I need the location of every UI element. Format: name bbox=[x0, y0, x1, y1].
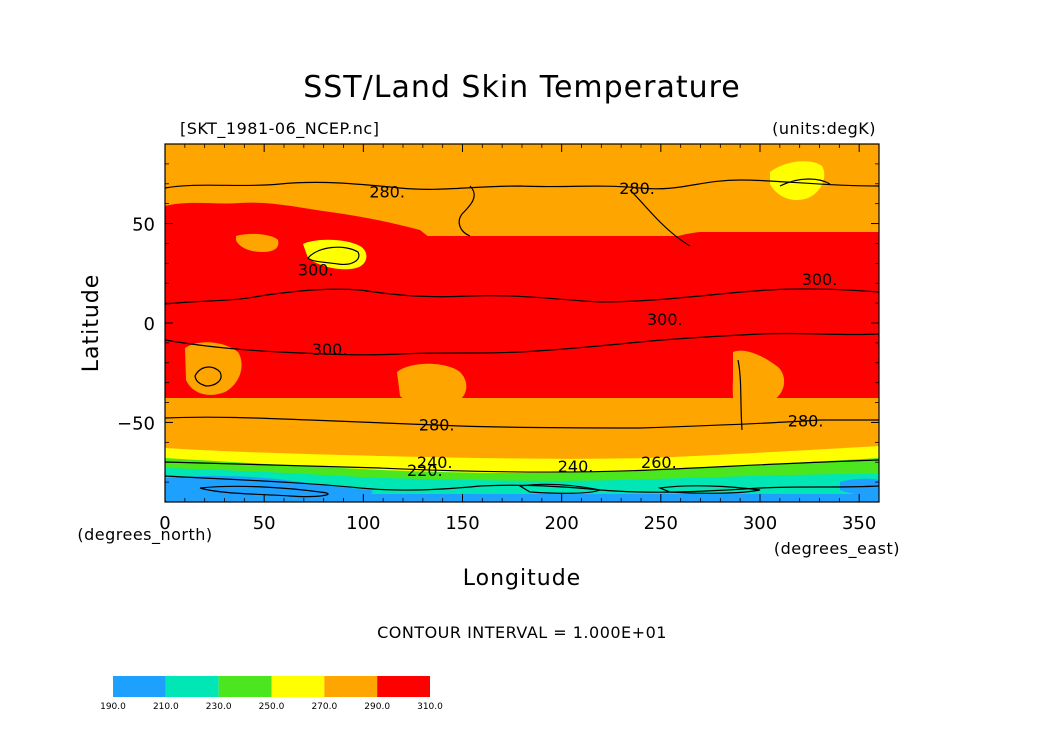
colorbar-swatch bbox=[165, 676, 219, 697]
contour-label: 220. bbox=[407, 461, 443, 480]
contour-line bbox=[518, 483, 603, 494]
contour-label: 280. bbox=[619, 179, 655, 198]
colorbar-swatch bbox=[113, 676, 166, 697]
colorbar-level-label: 290.0 bbox=[364, 702, 390, 712]
contour-label: 240. bbox=[558, 457, 594, 476]
y-axis-label: Latitude bbox=[79, 274, 104, 373]
colorbar-swatch bbox=[218, 676, 272, 697]
contour-label: 280. bbox=[788, 411, 824, 430]
x-tick-label: 300 bbox=[743, 513, 777, 534]
y-unit-label: (degrees_north) bbox=[77, 525, 212, 545]
colorbar-swatch bbox=[377, 676, 430, 697]
contour-label-layer: 280. 280.300.300.300.300.280. 280.240.220.… bbox=[298, 179, 837, 480]
contour-line bbox=[164, 416, 879, 429]
colorbar-level-label: 250.0 bbox=[259, 702, 285, 712]
colorbar-swatch bbox=[271, 676, 325, 697]
contour-label: 240. bbox=[417, 453, 453, 472]
contour-line bbox=[657, 485, 761, 494]
x-axis-label: Longitude bbox=[463, 566, 581, 591]
axis-ticks: 0 50 100 150 200 250 300 350 −50 0 50 bbox=[117, 144, 879, 534]
colorbar-level-label: 230.0 bbox=[206, 702, 232, 712]
contour-lines bbox=[164, 178, 880, 498]
contour-line bbox=[164, 179, 880, 190]
x-tick-label: 50 bbox=[253, 513, 276, 534]
contour-line bbox=[779, 178, 831, 187]
contour-label: 300. bbox=[298, 260, 334, 279]
contour-line bbox=[458, 185, 475, 237]
land-north-africa bbox=[236, 233, 279, 252]
contour-line bbox=[629, 189, 691, 247]
colorbar-swatch bbox=[324, 676, 378, 697]
land-southern-africa bbox=[185, 342, 242, 395]
x-tick-label: 350 bbox=[842, 513, 876, 534]
colorbar-level-label: 190.0 bbox=[100, 702, 126, 712]
contour-label: 300. bbox=[312, 340, 348, 359]
contour-line bbox=[199, 485, 329, 498]
contour-label: 280. bbox=[369, 183, 405, 202]
band-290-310-pacific-north bbox=[430, 232, 879, 262]
contour-line bbox=[164, 332, 880, 356]
colorbar-level-label: 270.0 bbox=[311, 702, 337, 712]
units-label: (units:degK) bbox=[772, 119, 876, 138]
contour-label: 280. bbox=[419, 415, 455, 434]
contour-line bbox=[737, 359, 743, 431]
land-south-america bbox=[732, 350, 785, 436]
contour-label: 300. bbox=[647, 310, 683, 329]
contour-interval-text: CONTOUR INTERVAL = 1.000E+01 bbox=[377, 623, 667, 642]
contour-line bbox=[164, 288, 880, 305]
x-tick-label: 100 bbox=[346, 513, 380, 534]
contour-line bbox=[164, 459, 880, 473]
colorbar-level-label: 210.0 bbox=[153, 702, 179, 712]
y-tick-label: −50 bbox=[117, 413, 155, 434]
temperature-field: 280. 280.300.300.300.300.280. 280.240.220.… bbox=[164, 143, 880, 503]
colorbar-level-label: 310.0 bbox=[417, 702, 443, 712]
colorbar: 190.0 210.0 230.0 250.0 270.0 290.0 310.0 bbox=[100, 676, 443, 712]
contour-line bbox=[307, 246, 360, 265]
contour-line bbox=[194, 366, 222, 387]
x-tick-label: 0 bbox=[159, 513, 170, 534]
y-tick-label: 50 bbox=[132, 215, 155, 236]
x-tick-label: 250 bbox=[644, 513, 678, 534]
contour-line bbox=[164, 475, 880, 493]
land-australia bbox=[397, 363, 467, 407]
band-290-310-asia bbox=[165, 202, 430, 238]
contour-label: 300. bbox=[802, 270, 838, 289]
x-tick-label: 200 bbox=[544, 513, 578, 534]
chart-title: SST/Land Skin Temperature bbox=[303, 70, 741, 105]
band-190-210-south-east bbox=[840, 478, 879, 496]
y-tick-label: 0 bbox=[144, 314, 155, 335]
contour-label: 260. bbox=[641, 453, 677, 472]
x-tick-label: 150 bbox=[445, 513, 479, 534]
x-unit-label: (degrees_east) bbox=[774, 539, 900, 559]
file-label: [SKT_1981-06_NCEP.nc] bbox=[180, 119, 379, 139]
